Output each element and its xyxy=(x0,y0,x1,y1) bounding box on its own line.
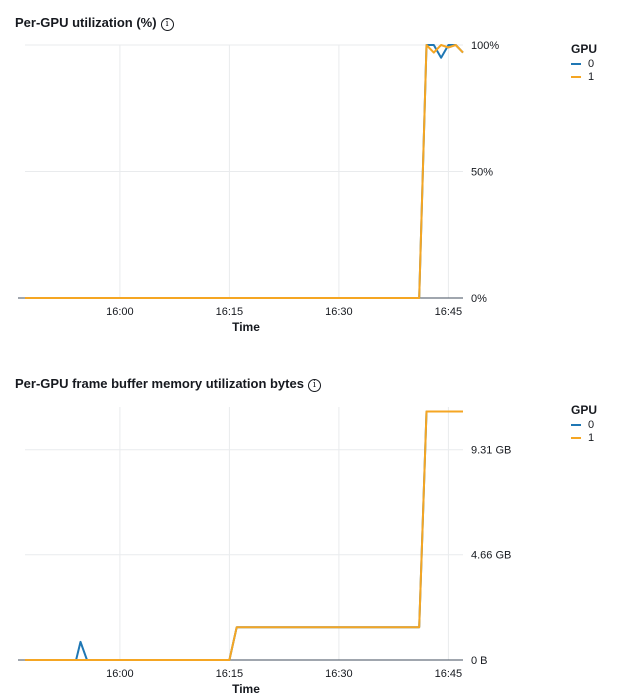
y-tick-label: 4.66 GB xyxy=(471,550,511,562)
chart-legend: GPU 0 1 xyxy=(571,42,597,83)
chart-plot[interactable]: 0 B 4.66 GB 9.31 GB 16:00 16:15 16:30 16:45 Tim… xyxy=(0,361,639,698)
chart-title-text: Per-GPU frame buffer memory utilization … xyxy=(15,376,304,391)
legend-label: 1 xyxy=(588,70,595,83)
x-axis-title: Time xyxy=(232,682,260,696)
legend-label: 0 xyxy=(588,418,595,431)
x-tick-label: 16:30 xyxy=(325,668,353,680)
chart-panel-frame-buffer-memory: Per-GPU frame buffer memory utilization … xyxy=(0,361,639,698)
chart-legend: GPU 0 1 xyxy=(571,403,597,444)
x-tick-label: 16:15 xyxy=(216,668,244,680)
series-line-gpu-0[interactable] xyxy=(25,410,463,661)
legend-label: 1 xyxy=(588,431,595,444)
legend-swatch xyxy=(571,75,581,78)
legend-swatch xyxy=(571,436,581,439)
legend-swatch xyxy=(571,423,581,426)
x-tick-label: 16:00 xyxy=(106,306,134,318)
legend-title: GPU xyxy=(571,403,598,417)
y-tick-label: 0% xyxy=(471,293,487,305)
chart-plot[interactable]: 0% 50% 100% 16:00 16:15 16:30 16:45 Time xyxy=(0,0,639,345)
legend-title: GPU xyxy=(571,42,598,56)
info-icon[interactable]: i xyxy=(307,379,321,392)
y-tick-label: 9.31 GB xyxy=(471,445,511,457)
legend-item-gpu-1[interactable]: 1 xyxy=(571,70,597,83)
series-line-gpu-1[interactable] xyxy=(25,410,463,661)
chart-title: Per-GPU frame buffer memory utilization … xyxy=(15,376,321,392)
info-icon[interactable]: i xyxy=(160,18,174,31)
x-tick-label: 16:45 xyxy=(435,668,463,680)
legend-label: 0 xyxy=(588,57,595,70)
y-tick-label: 100% xyxy=(471,40,499,52)
chart-panel-gpu-utilization: Per-GPU utilization (%) i GPU 0 1 0% 50% 10… xyxy=(0,0,639,345)
legend-swatch xyxy=(571,62,581,65)
legend-item-gpu-0[interactable]: 0 xyxy=(571,57,597,70)
legend-item-gpu-0[interactable]: 0 xyxy=(571,418,597,431)
y-tick-label: 0 B xyxy=(471,655,488,667)
chart-title: Per-GPU utilization (%) i xyxy=(15,15,174,31)
x-tick-label: 16:00 xyxy=(106,668,134,680)
x-axis-title: Time xyxy=(232,320,260,334)
y-tick-label: 50% xyxy=(471,167,493,179)
legend-item-gpu-1[interactable]: 1 xyxy=(571,431,597,444)
series-line-gpu-1[interactable] xyxy=(25,44,464,299)
x-tick-label: 16:30 xyxy=(325,306,353,318)
chart-title-text: Per-GPU utilization (%) xyxy=(15,15,157,30)
x-tick-label: 16:45 xyxy=(435,306,463,318)
x-tick-label: 16:15 xyxy=(216,306,244,318)
